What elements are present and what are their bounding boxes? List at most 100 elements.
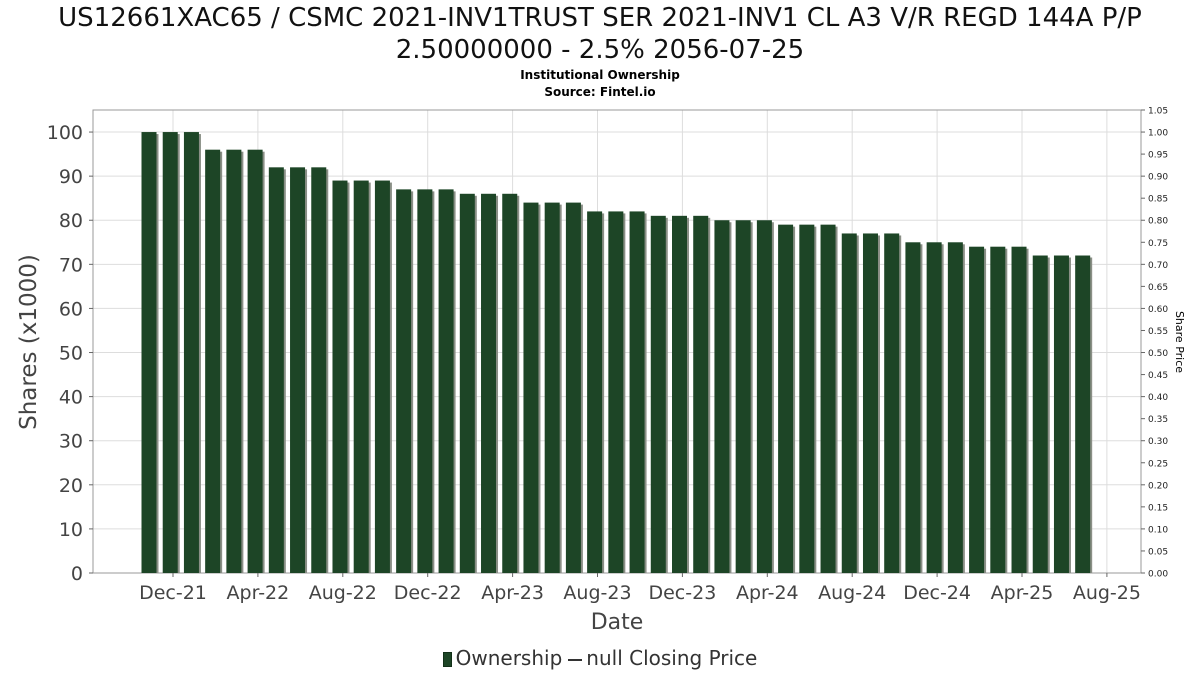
bar: [438, 189, 454, 573]
bar: [587, 211, 603, 573]
x-tick-label: Dec-22: [394, 582, 462, 604]
y2-tick-label: 0.50: [1148, 349, 1168, 359]
chart-title-line-2: 2.50000000 - 2.5% 2056-07-25: [395, 35, 805, 65]
bar: [820, 224, 836, 573]
bar: [799, 224, 815, 573]
x-tick-label: Apr-22: [227, 582, 290, 604]
bar: [990, 246, 1006, 573]
bar: [162, 132, 178, 574]
x-tick-label: Aug-25: [1073, 582, 1141, 604]
bar: [947, 242, 963, 574]
y2-tick-label: 0.95: [1148, 151, 1168, 161]
y-tick-label: 10: [59, 519, 83, 541]
legend: Ownership null Closing Price: [0, 646, 1200, 670]
bar: [714, 220, 730, 573]
bar: [926, 242, 942, 574]
bar-series: [141, 132, 1093, 574]
y2-tick-label: 0.05: [1148, 547, 1168, 557]
y2-axis-label: Share Price: [1173, 311, 1186, 373]
y-tick-label: 50: [59, 343, 83, 365]
bar: [523, 202, 539, 573]
y2-tick-label: 0.10: [1148, 525, 1168, 535]
y2-tick-label: 0.20: [1148, 481, 1168, 491]
bar: [544, 202, 560, 573]
x-tick-label: Aug-22: [309, 582, 377, 604]
bar: [481, 193, 497, 573]
chart-subtitle: Institutional Ownership: [520, 68, 680, 82]
bar: [332, 180, 348, 574]
y2-tick-label: 0.15: [1148, 503, 1168, 513]
x-tick-label: Apr-25: [991, 582, 1054, 604]
price-legend-label: null Closing Price: [586, 646, 758, 670]
bar: [1053, 255, 1069, 573]
bar: [205, 149, 221, 573]
y-tick-label: 70: [59, 254, 83, 276]
bar: [417, 189, 433, 573]
bar: [374, 180, 390, 574]
bar: [226, 149, 242, 573]
bar: [1075, 255, 1091, 573]
bar: [290, 167, 306, 574]
y2-tick-label: 0.80: [1148, 217, 1168, 227]
x-axis: Dec-21 Apr-22 Aug-22 Dec-22 Apr-23 Aug-23 Dec-…: [139, 573, 1141, 604]
ownership-legend-swatch: [442, 652, 452, 667]
x-tick-label: Dec-21: [139, 582, 207, 604]
y2-tick-label: 0.75: [1148, 239, 1168, 249]
y-axis-right: 0.00 0.05 0.10 0.15 0.20 0.25 0.30 0.35 0.40 0.45…: [1141, 107, 1168, 580]
y-tick-label: 100: [47, 122, 83, 144]
chart-source: Source: Fintel.io: [544, 85, 656, 99]
x-tick-label: Apr-23: [481, 582, 544, 604]
bar: [650, 215, 666, 574]
y2-tick-label: 0.60: [1148, 305, 1168, 315]
x-tick-label: Aug-23: [563, 582, 631, 604]
price-legend-line: [568, 658, 583, 661]
bar: [608, 211, 624, 573]
x-tick-label: Aug-24: [818, 582, 886, 604]
bar: [247, 149, 263, 573]
bar: [862, 233, 878, 573]
bar: [183, 132, 199, 574]
x-tick-label: Dec-23: [648, 582, 716, 604]
y2-tick-label: 0.25: [1148, 459, 1168, 469]
bar: [841, 233, 857, 573]
y2-tick-label: 0.40: [1148, 393, 1168, 403]
y2-tick-label: 0.00: [1148, 570, 1168, 580]
bar: [778, 224, 794, 573]
bar: [1032, 255, 1048, 573]
bar: [1011, 246, 1027, 573]
bar: [693, 215, 709, 574]
y2-tick-label: 0.30: [1148, 437, 1168, 447]
y-tick-label: 30: [59, 431, 83, 453]
bar: [905, 242, 921, 574]
y2-tick-label: 0.85: [1148, 195, 1168, 205]
bar: [311, 167, 327, 574]
y-tick-label: 0: [71, 563, 83, 585]
y2-tick-label: 0.70: [1148, 261, 1168, 271]
y2-tick-label: 1.00: [1148, 129, 1168, 139]
y-tick-label: 90: [59, 166, 83, 188]
y-tick-label: 80: [59, 210, 83, 232]
bar: [735, 220, 751, 573]
bar: [141, 132, 157, 574]
x-tick-label: Apr-24: [736, 582, 799, 604]
y2-tick-label: 0.90: [1148, 173, 1168, 183]
y2-tick-label: 0.35: [1148, 415, 1168, 425]
y2-tick-label: 1.05: [1148, 107, 1168, 117]
y2-tick-label: 0.65: [1148, 283, 1168, 293]
bar: [756, 220, 772, 573]
y2-tick-label: 0.55: [1148, 327, 1168, 337]
bar: [884, 233, 900, 573]
x-axis-label: Date: [591, 610, 644, 635]
bar: [268, 167, 284, 574]
bar: [459, 193, 475, 573]
y-tick-label: 20: [59, 475, 83, 497]
y-axis-left: 0 10 20 30 40 50 60 70 80 90 100: [47, 122, 93, 585]
bar: [396, 189, 412, 573]
bar: [969, 246, 985, 573]
bar: [672, 215, 687, 574]
y2-tick-label: 0.45: [1148, 371, 1168, 381]
y-tick-label: 60: [59, 298, 83, 320]
y-axis-label: Shares (x1000): [16, 254, 42, 430]
bar: [629, 211, 645, 573]
bar: [565, 202, 581, 573]
